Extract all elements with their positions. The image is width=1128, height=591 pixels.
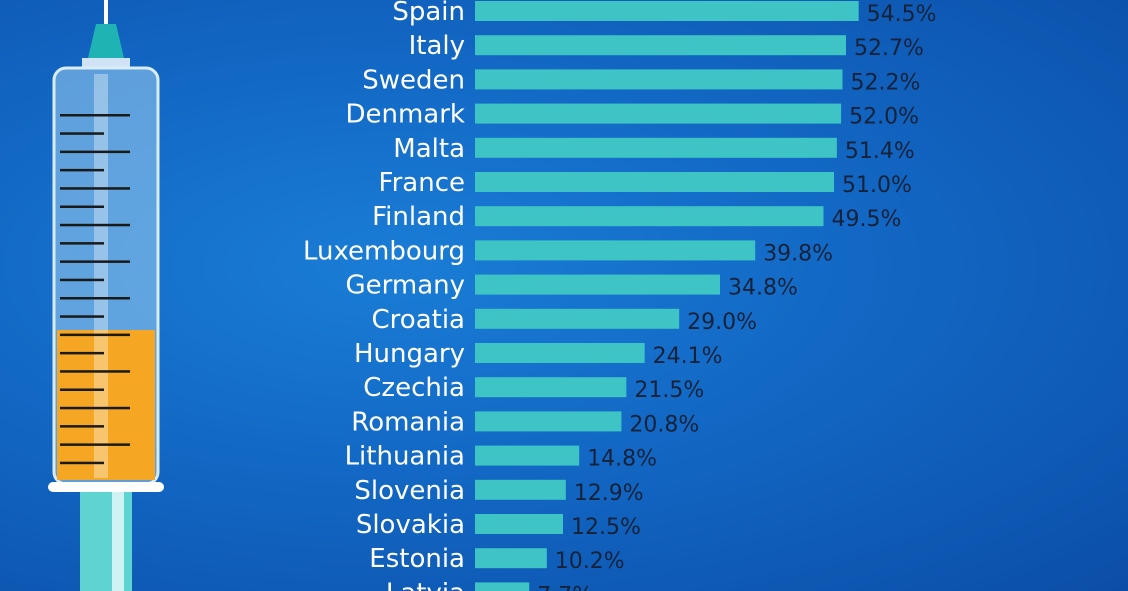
syringe-ticks xyxy=(60,114,130,465)
syringe-tick xyxy=(60,297,130,300)
syringe-flange xyxy=(48,482,164,492)
bar-romania xyxy=(475,411,622,432)
syringe-tick xyxy=(60,223,130,227)
syringe-plunger xyxy=(80,492,132,591)
value-label: 7.7% xyxy=(537,583,593,591)
category-label: Slovakia xyxy=(356,510,465,540)
syringe-tick xyxy=(60,168,104,172)
value-label: 52.7% xyxy=(854,36,924,61)
value-label: 29.0% xyxy=(687,310,757,335)
syringe-tick xyxy=(60,333,130,337)
category-label: Latvia xyxy=(386,578,465,591)
bar-sweden xyxy=(475,69,843,90)
bar-france xyxy=(475,172,835,192)
value-label: 14.8% xyxy=(587,447,657,472)
category-label: Romania xyxy=(351,407,465,437)
bar-hungary xyxy=(475,343,645,363)
bar-croatia xyxy=(475,308,680,329)
value-label: 52.2% xyxy=(850,70,920,95)
syringe-tick xyxy=(60,242,104,245)
category-label: Hungary xyxy=(354,339,465,369)
value-label: 51.4% xyxy=(845,139,915,164)
category-label: Lithuania xyxy=(345,442,465,472)
syringe-tick xyxy=(60,150,130,154)
category-label: Estonia xyxy=(369,544,465,574)
syringe-needle xyxy=(104,0,108,24)
syringe-tick xyxy=(60,132,104,135)
syringe-tick xyxy=(60,461,104,465)
category-label: Czechia xyxy=(363,373,465,403)
syringe-tick xyxy=(60,114,130,117)
category-label: Sweden xyxy=(362,65,465,95)
value-label: 51.0% xyxy=(842,173,912,198)
bar-estonia xyxy=(475,548,547,569)
category-label: Luxembourg xyxy=(303,236,465,266)
value-label: 12.9% xyxy=(574,481,644,506)
category-label: Slovenia xyxy=(354,476,465,506)
value-label: 20.8% xyxy=(629,412,699,437)
syringe-tick xyxy=(60,205,104,208)
syringe-plunger-highlight xyxy=(112,492,124,591)
bar-malta xyxy=(475,137,837,158)
bar-spain xyxy=(475,1,859,21)
syringe-highlight xyxy=(94,74,108,478)
syringe-tip xyxy=(88,24,124,58)
category-label: Malta xyxy=(393,134,465,164)
category-label: Spain xyxy=(392,0,465,27)
syringe-liquid xyxy=(57,330,155,480)
value-label: 49.5% xyxy=(831,207,901,232)
syringe-tick xyxy=(60,406,130,410)
value-label: 24.1% xyxy=(653,344,723,369)
syringe-tick xyxy=(60,388,104,391)
syringe-tick xyxy=(60,443,130,446)
value-label: 39.8% xyxy=(763,241,833,266)
bar-group: Spain 54.5% Italy 52.7% Sweden 52.2% Denmark 52… xyxy=(303,0,937,591)
bar-latvia xyxy=(475,582,530,591)
bar-slovenia xyxy=(475,479,566,500)
value-label: 34.8% xyxy=(728,276,798,301)
bar-germany xyxy=(475,274,720,295)
category-label: Finland xyxy=(372,202,465,232)
value-label: 54.5% xyxy=(867,2,937,27)
syringe-tick xyxy=(60,315,104,318)
syringe-collar xyxy=(82,58,130,68)
category-label: Denmark xyxy=(345,100,465,130)
bar-luxembourg xyxy=(475,240,756,261)
category-label: Italy xyxy=(409,31,465,61)
syringe-tick xyxy=(60,351,104,355)
value-label: 12.5% xyxy=(571,515,641,540)
value-label: 21.5% xyxy=(634,378,704,403)
syringe-tick xyxy=(60,260,130,263)
value-label: 52.0% xyxy=(849,105,919,130)
category-label: Croatia xyxy=(372,305,465,335)
syringe-icon xyxy=(48,0,164,591)
syringe-tick xyxy=(60,187,130,190)
category-label: France xyxy=(379,168,465,198)
syringe-tick xyxy=(60,370,130,373)
bar-lithuania xyxy=(475,445,580,466)
bar-denmark xyxy=(475,103,842,124)
bar-slovakia xyxy=(475,514,563,534)
bar-finland xyxy=(475,206,824,227)
bar-czechia xyxy=(475,377,627,398)
bar-italy xyxy=(475,35,847,56)
syringe-tick xyxy=(60,278,104,282)
syringe-tick xyxy=(60,425,104,428)
value-label: 10.2% xyxy=(555,549,625,574)
category-label: Germany xyxy=(345,271,465,301)
